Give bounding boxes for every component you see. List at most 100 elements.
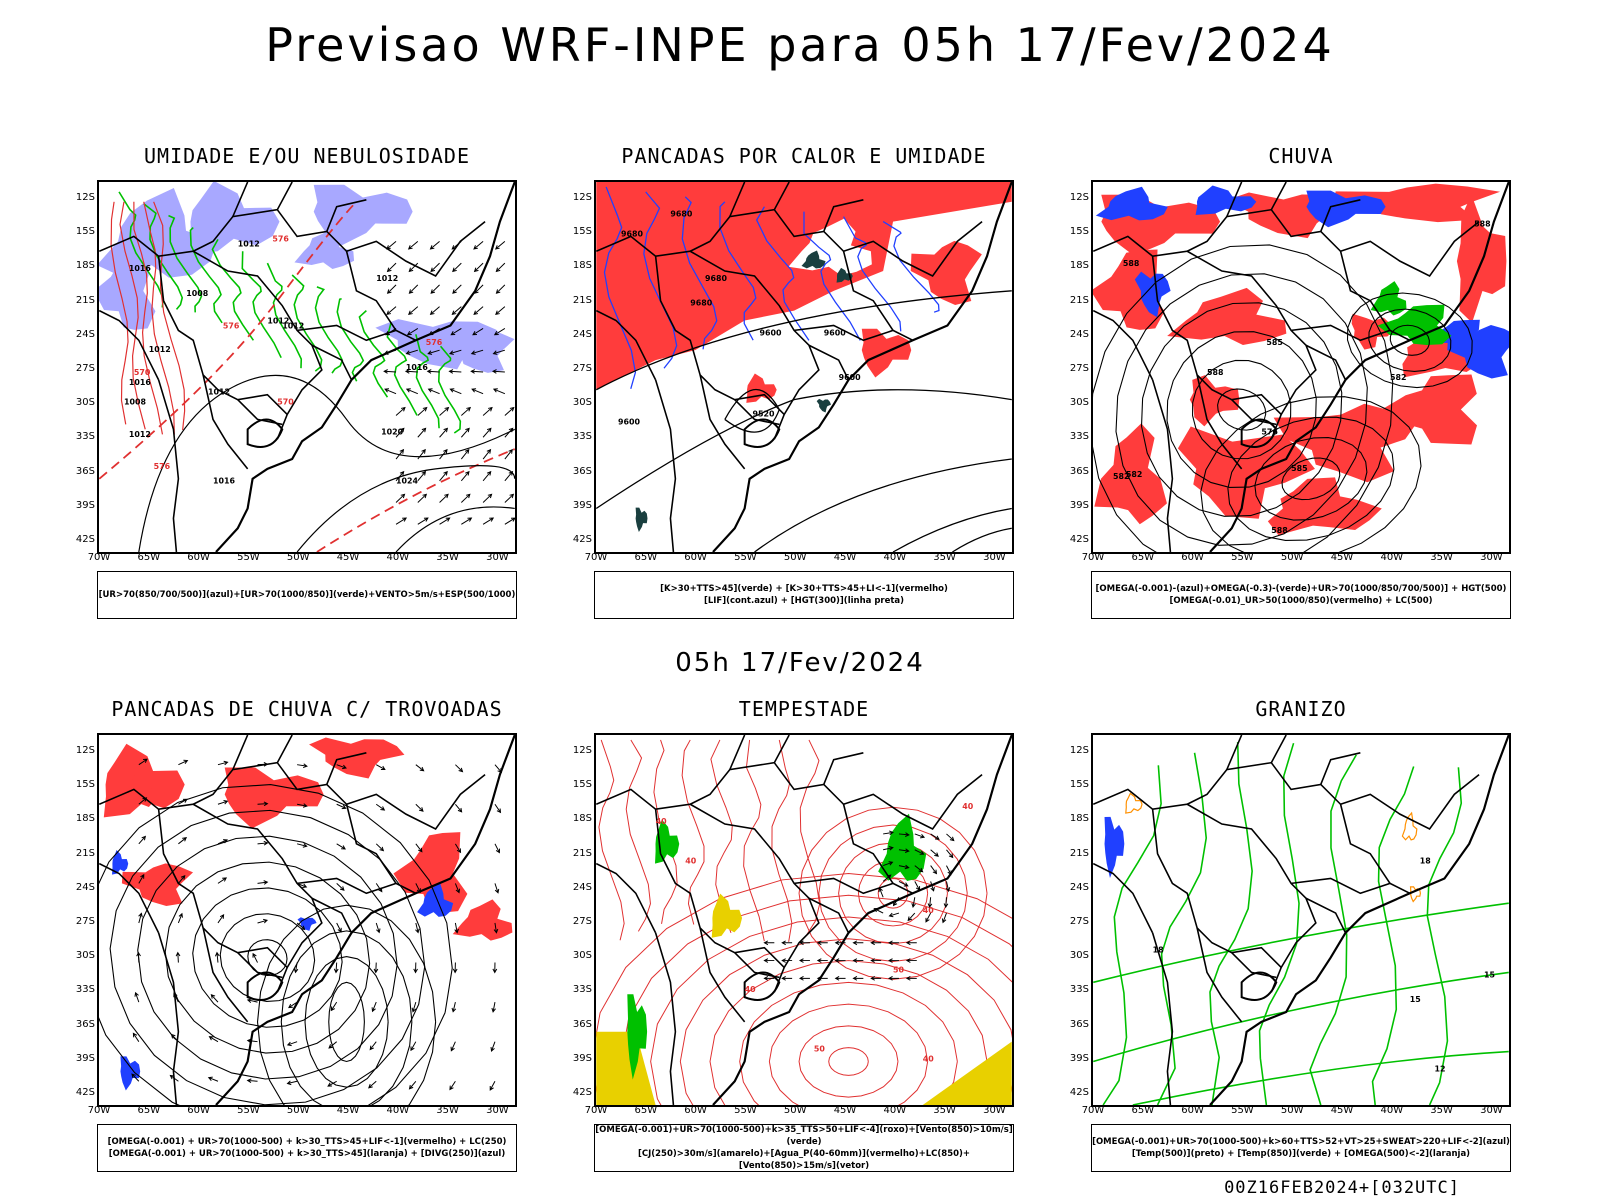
wind-vector [246,1038,258,1044]
height-contour [1093,244,1394,552]
temp850-contour [1132,1050,1509,1105]
wind-vector [257,801,269,807]
country-border [1270,209,1480,277]
contour-label: 15 [1410,995,1421,1004]
contour-label: 40 [745,985,757,994]
coastline [712,735,1012,1105]
thunderstorm-area [393,832,468,913]
rain-area [1189,375,1240,427]
panel-legend: [UR>70(850/700/500)](azul)+[UR>70(1000/8… [97,571,517,619]
wind-vector [296,922,306,931]
country-border [823,752,864,785]
streamline [256,904,437,1105]
lagoon-outline [246,418,284,448]
wind-vector [460,470,470,482]
wind-vector [494,240,506,250]
country-border [729,735,746,770]
wind-vector [417,448,426,460]
lat-tick-label: 15S [572,226,592,238]
lon-tick-label: 70W [1081,1105,1105,1116]
lon-tick-label: 55W [1231,552,1254,563]
humidity-contour [437,345,462,434]
humidity-contour [358,310,389,398]
lat-tick-label: 21S [572,294,592,306]
lat-tick-label: 12S [572,192,592,203]
legend-line: [OMEGA(-0.001)-(azul)+OMEGA(-0.3)-(verde… [1095,584,1507,594]
omega-area [1095,186,1168,221]
wind-vector [439,517,451,525]
country-border [311,897,353,934]
streamline [192,887,343,1028]
lif-contour [643,191,678,369]
lon-tick-label: 40W [386,552,410,563]
rain-area [1456,194,1507,323]
pressure-contour [110,201,129,425]
country-border [654,256,785,416]
contour-label: 576 [272,234,289,243]
country-border [699,927,746,1023]
country-border [823,199,864,232]
wind-vector [217,913,225,924]
lon-tick-label: 45W [336,1105,360,1116]
lif-contour [755,206,810,341]
lat-tick-label: 30S [572,950,592,962]
lat-tick-label: 33S [75,984,95,996]
country-border [297,324,417,342]
lif-contour [882,221,940,313]
wind-vector [448,349,462,355]
country-border [794,324,914,342]
wind-vector [408,262,419,273]
isobar [395,506,515,552]
wind-vector [492,349,506,355]
country-border [157,809,288,969]
wind-vector [763,976,775,981]
wind-vector [138,758,148,766]
height-contour [754,458,1012,552]
legend-line: [OMEGA(-0.01)_UR>50(1000/850)(vermelho) … [1169,596,1433,606]
wind-vector [417,493,428,503]
lat-tick-label: 27S [75,916,95,927]
lon-tick-label: 30W [486,1105,509,1116]
lat-tick-label: 36S [1069,1018,1089,1030]
lon-tick-label: 60W [684,1105,707,1116]
wind-vector [408,306,419,316]
wind-vector [386,306,397,316]
contour-label: 9680 [670,210,693,219]
contour-label: 15 [1484,970,1495,979]
wind-vector [408,284,419,294]
lif-contour [843,216,902,332]
contour-label: 1024 [396,477,419,486]
wind-vector [930,849,939,857]
country-border [1151,256,1282,416]
wind-vector [883,830,894,836]
contour-label: 588 [1207,368,1224,377]
legend-line: [LIF](cont.azul) + [HGT(300)](linha pret… [703,596,905,606]
wind-vector [286,1041,298,1047]
lon-tick-label: 40W [386,1105,410,1116]
height-contour [1166,331,1317,488]
wind-vector [504,427,514,438]
country-border [654,932,677,1105]
height-contour [952,527,1012,552]
country-border [1226,182,1243,217]
lon-tick-label: 50W [1280,1105,1304,1116]
contour-label: 582 [1126,470,1143,479]
middle-title: 05h 17/Fev/2024 [675,648,925,678]
height-contour [1217,388,1267,431]
height-contour [1368,308,1452,372]
wind-vector [454,843,462,854]
lat-tick-label: 27S [1069,916,1089,927]
wind-vector [473,262,484,273]
wind-vector [373,962,379,974]
humidity-contour [336,297,365,382]
contour-label: 1016 [406,363,429,372]
streamline [679,938,1012,1105]
lon-tick-label: 50W [286,552,310,563]
lon-tick-label: 45W [1330,552,1354,563]
lon-tick-label: 30W [486,552,509,563]
country-border [311,344,353,381]
lat-tick-label: 21S [572,847,592,859]
hail-area [1104,816,1125,878]
streamline [304,956,389,1088]
wind-vector [493,922,499,934]
